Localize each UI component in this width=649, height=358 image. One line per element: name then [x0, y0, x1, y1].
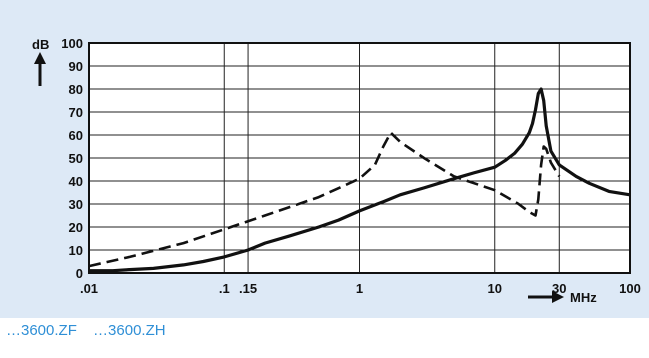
x-axis-unit-label: MHz — [570, 290, 597, 305]
x-tick-label: 1 — [356, 281, 363, 296]
plot-frame — [88, 42, 631, 274]
y-tick-label: 0 — [76, 266, 83, 281]
y-tick-label: 30 — [69, 197, 83, 212]
dashed-series-line — [88, 131, 561, 268]
x-tick-label: .1 — [219, 281, 230, 296]
y-tick-label: 60 — [69, 128, 83, 143]
y-tick-label: 70 — [69, 105, 83, 120]
x-tick-label: 30 — [552, 281, 566, 296]
y-axis-arrow — [34, 52, 46, 86]
y-tick-label: 100 — [61, 36, 83, 51]
y-tick-label: 40 — [69, 174, 83, 189]
y-tick-label: 20 — [69, 220, 83, 235]
model-caption: …3600.ZF …3600.ZH — [6, 320, 166, 342]
x-tick-label: .01 — [80, 281, 98, 296]
x-tick-label: .15 — [239, 281, 257, 296]
solid-series-line — [89, 87, 631, 273]
y-axis-unit-label: dB — [32, 37, 49, 52]
y-tick-label: 10 — [69, 243, 83, 258]
y-tick-label: 90 — [69, 59, 83, 74]
x-tick-labels: .01 .1 .15 1 10 30 100 — [80, 281, 641, 296]
y-tick-label: 50 — [69, 151, 83, 166]
chart-panel: 0 10 20 30 40 50 60 70 80 90 100 .01.1.15 1 10 30 100 … — [0, 0, 649, 318]
y-tick-labels: 0 10 20 30 40 50 60 70 80 90 100 — [61, 36, 83, 281]
x-axis-arrow — [528, 291, 564, 303]
x-tick-label: 100 — [619, 281, 641, 296]
y-tick-label: 80 — [69, 82, 83, 97]
model-label: …3600.ZF — [6, 322, 77, 339]
series-layer — [88, 87, 631, 273]
model-label: …3600.ZH — [93, 322, 166, 339]
x-tick-label: 10 — [488, 281, 502, 296]
